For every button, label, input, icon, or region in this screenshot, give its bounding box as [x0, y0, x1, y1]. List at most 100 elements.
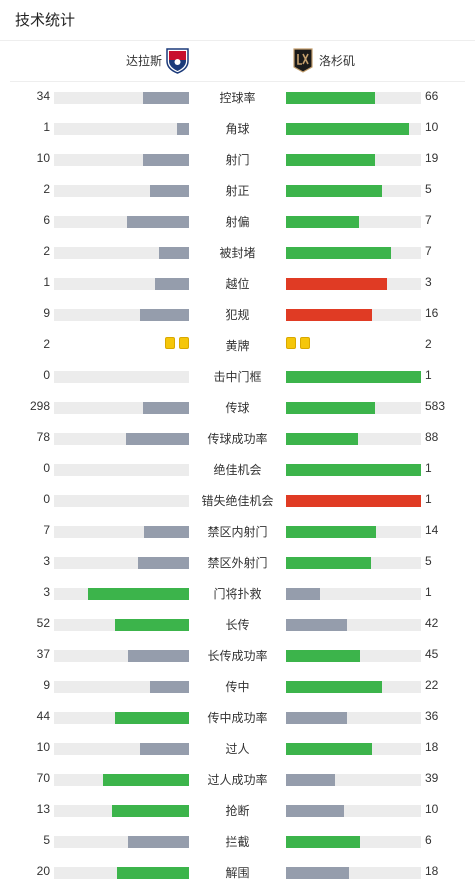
home-stat-bar [143, 92, 189, 104]
home-stat-bar [155, 278, 189, 290]
stat-row: 298 传球 583 [0, 397, 475, 417]
home-stat-value: 2 [43, 337, 50, 351]
away-stat-value: 88 [425, 430, 439, 444]
home-stat-bar-track [54, 836, 189, 848]
away-stat-value: 583 [425, 399, 446, 413]
home-stat-bar-track [54, 867, 189, 879]
home-stat-value: 9 [43, 306, 50, 320]
away-stat-bar-track [286, 712, 421, 724]
away-stat-bar [286, 712, 347, 724]
home-stat-bar [112, 805, 189, 817]
away-stat-bar [286, 836, 360, 848]
stat-label: 错失绝佳机会 [201, 494, 274, 508]
stat-row: 6 射偏 7 [0, 211, 475, 231]
stat-label: 禁区内射门 [207, 525, 268, 539]
away-stat-bar [286, 619, 347, 631]
stat-label: 抢断 [225, 804, 250, 818]
away-stat-bar-track [286, 650, 421, 662]
yellow-card-icon [300, 337, 310, 349]
stat-label: 过人 [225, 742, 250, 756]
home-stat-bar [143, 402, 189, 414]
away-stat-bar [286, 774, 335, 786]
home-stat-bar [127, 216, 189, 228]
home-stat-bar-track [54, 650, 189, 662]
away-stat-bar-track [286, 185, 421, 197]
stat-row: 2 射正 5 [0, 180, 475, 200]
stat-row: 5 拦截 6 [0, 831, 475, 851]
home-stat-value: 1 [43, 120, 50, 134]
stat-label: 击中门框 [213, 370, 262, 384]
stat-row: 1 越位 3 [0, 273, 475, 293]
away-stat-bar [286, 371, 421, 383]
home-stat-value: 70 [36, 771, 50, 785]
home-stat-bar [115, 712, 189, 724]
home-stat-value: 10 [36, 151, 50, 165]
stat-row: 10 射门 19 [0, 149, 475, 169]
away-stat-value: 3 [425, 275, 432, 289]
section-title: 技术统计 [15, 12, 76, 29]
stat-label: 越位 [225, 277, 250, 291]
home-stat-bar-track [54, 743, 189, 755]
home-stat-value: 2 [43, 182, 50, 196]
away-stat-value: 5 [425, 182, 432, 196]
home-stat-value: 20 [36, 864, 50, 878]
away-stat-bar [286, 743, 372, 755]
home-yellow-cards [165, 337, 189, 351]
away-stat-value: 45 [425, 647, 439, 661]
stat-label: 传球成功率 [207, 432, 268, 446]
yellow-card-icon [165, 337, 175, 349]
home-stat-bar-track [54, 526, 189, 538]
away-stat-bar-track [286, 743, 421, 755]
stat-label: 门将扑救 [213, 587, 262, 601]
stat-row: 13 抢断 10 [0, 800, 475, 820]
away-stat-bar-track [286, 464, 421, 476]
home-stat-bar-track [54, 154, 189, 166]
home-stat-bar [138, 557, 189, 569]
away-stat-bar [286, 309, 372, 321]
away-stat-value: 36 [425, 709, 439, 723]
home-stat-value: 0 [43, 492, 50, 506]
away-stat-bar-track [286, 433, 421, 445]
home-stat-bar [88, 588, 189, 600]
away-stat-bar-track [286, 92, 421, 104]
away-stat-bar [286, 526, 376, 538]
stat-row: 2 被封堵 7 [0, 242, 475, 262]
away-stat-value: 1 [425, 492, 432, 506]
away-stat-bar [286, 123, 409, 135]
home-stat-bar-track [54, 309, 189, 321]
away-stat-bar [286, 557, 371, 569]
stat-label: 传中成功率 [207, 711, 268, 725]
home-stat-value: 7 [43, 523, 50, 537]
away-stat-value: 1 [425, 368, 432, 382]
away-stat-value: 6 [425, 833, 432, 847]
away-stat-value: 19 [425, 151, 439, 165]
stat-row: 9 犯规 16 [0, 304, 475, 324]
stat-row: 3 门将扑救 1 [0, 583, 475, 603]
stat-label: 射正 [225, 184, 250, 198]
stat-label: 长传 [225, 618, 250, 632]
home-team-logo-icon [166, 48, 189, 74]
away-stat-bar [286, 433, 358, 445]
stat-label: 拦截 [225, 835, 250, 849]
home-stat-bar [126, 433, 189, 445]
away-stat-bar [286, 247, 391, 259]
away-stat-bar [286, 464, 421, 476]
away-stat-bar-track [286, 681, 421, 693]
home-stat-value: 1 [43, 275, 50, 289]
home-stat-bar-track [54, 805, 189, 817]
away-stat-bar-track [286, 774, 421, 786]
away-yellow-cards [286, 337, 310, 351]
stat-label: 解围 [225, 866, 250, 880]
home-stat-value: 3 [43, 554, 50, 568]
stat-label: 长传成功率 [207, 649, 268, 663]
away-stat-bar [286, 154, 375, 166]
stat-label: 控球率 [219, 91, 256, 105]
away-stat-bar [286, 681, 382, 693]
home-stat-bar [159, 247, 189, 259]
home-stat-bar-track [54, 557, 189, 569]
stat-label: 绝佳机会 [213, 463, 262, 477]
away-team-name: 洛杉矶 [319, 54, 356, 68]
home-stat-value: 6 [43, 213, 50, 227]
away-stat-value: 1 [425, 461, 432, 475]
home-stat-bar [115, 619, 189, 631]
